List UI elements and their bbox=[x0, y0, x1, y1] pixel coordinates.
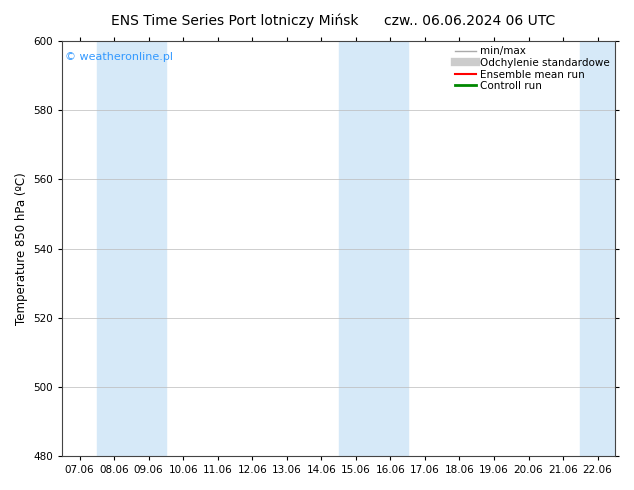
Text: czw.. 06.06.2024 06 UTC: czw.. 06.06.2024 06 UTC bbox=[384, 14, 555, 28]
Legend: min/max, Odchylenie standardowe, Ensemble mean run, Controll run: min/max, Odchylenie standardowe, Ensembl… bbox=[453, 44, 612, 93]
Y-axis label: Temperature 850 hPa (ºC): Temperature 850 hPa (ºC) bbox=[15, 172, 28, 325]
Bar bbox=[97, 41, 166, 456]
Bar bbox=[580, 41, 615, 456]
Text: © weatheronline.pl: © weatheronline.pl bbox=[65, 51, 173, 62]
Text: ENS Time Series Port lotniczy Mińsk: ENS Time Series Port lotniczy Mińsk bbox=[111, 14, 358, 28]
Bar bbox=[339, 41, 408, 456]
